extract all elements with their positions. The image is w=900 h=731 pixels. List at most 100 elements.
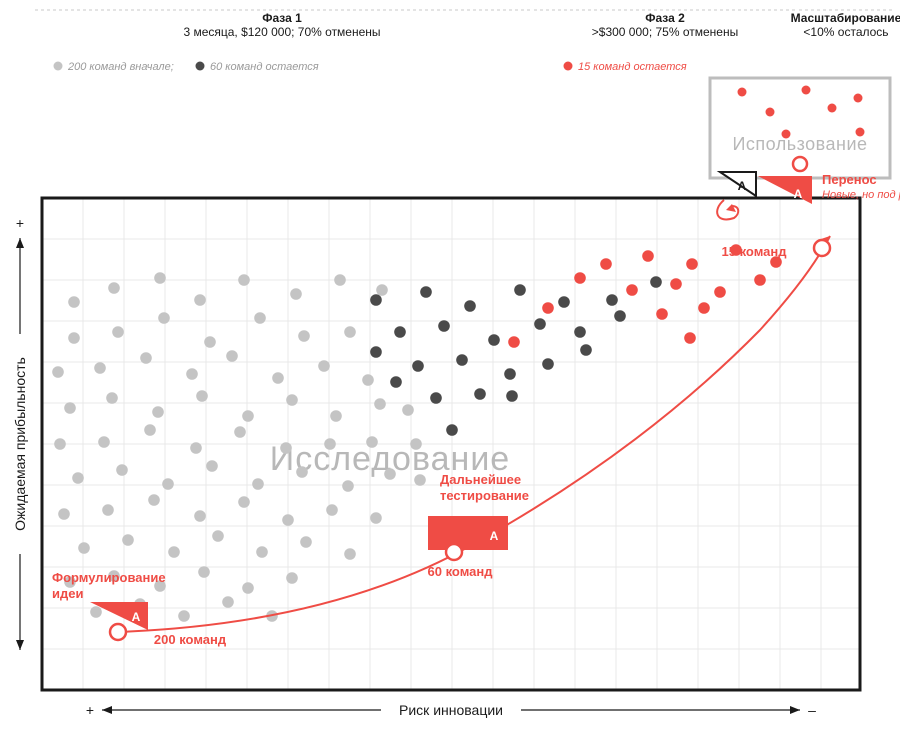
dot-dark (370, 346, 382, 358)
dot-grey (198, 566, 210, 578)
milestone-marker (814, 240, 830, 256)
legend-dot (564, 62, 573, 71)
dot-grey (344, 326, 356, 338)
dot-grey (344, 548, 356, 560)
svg-text:+: + (86, 702, 94, 718)
dot-grey (116, 464, 128, 476)
milestone-marker (110, 624, 126, 640)
dot-dark (420, 286, 432, 298)
dot-dark (464, 300, 476, 312)
dot-grey (272, 372, 284, 384)
dot-dark (488, 334, 500, 346)
dot-red (642, 250, 654, 262)
dot-dark (504, 368, 516, 380)
dot-grey (324, 438, 336, 450)
phase-title: Фаза 1 (262, 11, 302, 25)
dot-grey (102, 504, 114, 516)
dot-dark (456, 354, 468, 366)
legend-label: 60 команд остается (210, 61, 319, 73)
dot-grey (280, 442, 292, 454)
dot-dark (606, 294, 618, 306)
dot-grey (186, 368, 198, 380)
phase-subtitle: >$300 000; 75% отменены (592, 25, 738, 39)
dot-red (686, 258, 698, 270)
dot-grey (286, 394, 298, 406)
phase-subtitle: <10% осталось (803, 25, 888, 39)
dot-grey (334, 274, 346, 286)
dot-grey (148, 494, 160, 506)
dot-grey (190, 442, 202, 454)
dot-grey (222, 596, 234, 608)
y-axis-label: Ожидаемая прибыльность (12, 357, 28, 531)
transfer-a: A (738, 179, 747, 193)
dot-grey (238, 496, 250, 508)
dot-grey (318, 360, 330, 372)
milestone-title: тестирование (440, 488, 529, 503)
transfer-label: Перенос (822, 172, 877, 187)
dot-red (670, 278, 682, 290)
dot-dark (580, 344, 592, 356)
dot-red (698, 302, 710, 314)
dot-grey (298, 330, 310, 342)
dot-grey (410, 438, 422, 450)
dot-dark (370, 294, 382, 306)
legend-dot (54, 62, 63, 71)
dot-red (714, 286, 726, 298)
dot-grey (168, 546, 180, 558)
transfer-a: A (794, 187, 803, 201)
dot-grey (376, 284, 388, 296)
dot-grey (212, 530, 224, 542)
dot-grey (286, 572, 298, 584)
dot-dark (558, 296, 570, 308)
phase-title: Фаза 2 (645, 11, 685, 25)
dot-grey (384, 468, 396, 480)
dot-grey (90, 606, 102, 618)
dot-dark (514, 284, 526, 296)
transfer-sub: Новые, но под риском (822, 189, 900, 201)
dot-dark (412, 360, 424, 372)
milestone-count: 15 команд (722, 244, 788, 259)
dot-dark (446, 424, 458, 436)
dot-grey (300, 536, 312, 548)
dot-grey (154, 272, 166, 284)
dot-grey (54, 438, 66, 450)
dot-grey (366, 436, 378, 448)
dot-red (656, 308, 668, 320)
usage-dot (766, 108, 775, 117)
legend-label: 200 команд вначале; (67, 61, 174, 73)
dot-grey (362, 374, 374, 386)
dot-grey (282, 514, 294, 526)
dot-grey (144, 424, 156, 436)
dot-grey (330, 410, 342, 422)
dot-grey (296, 466, 308, 478)
dot-dark (438, 320, 450, 332)
usage-dot (802, 86, 811, 95)
legend-label: 15 команд остается (578, 61, 687, 73)
phase-subtitle: 3 месяца, $120 000; 70% отменены (183, 25, 380, 39)
dot-dark (534, 318, 546, 330)
dot-grey (108, 282, 120, 294)
dot-grey (106, 392, 118, 404)
dot-grey (122, 534, 134, 546)
usage-marker (793, 157, 807, 171)
dot-grey (238, 274, 250, 286)
dot-grey (178, 610, 190, 622)
dot-grey (252, 478, 264, 490)
usage-dot (738, 88, 747, 97)
milestone-a: A (490, 529, 499, 543)
dot-dark (650, 276, 662, 288)
dot-grey (242, 582, 254, 594)
dot-red (574, 272, 586, 284)
milestone-marker (446, 544, 462, 560)
dot-grey (68, 332, 80, 344)
dot-grey (112, 326, 124, 338)
dot-dark (474, 388, 486, 400)
dot-grey (204, 336, 216, 348)
dot-grey (68, 296, 80, 308)
dot-grey (254, 312, 266, 324)
dot-grey (256, 546, 268, 558)
dot-dark (394, 326, 406, 338)
dot-grey (140, 352, 152, 364)
dot-grey (194, 294, 206, 306)
dot-grey (206, 460, 218, 472)
